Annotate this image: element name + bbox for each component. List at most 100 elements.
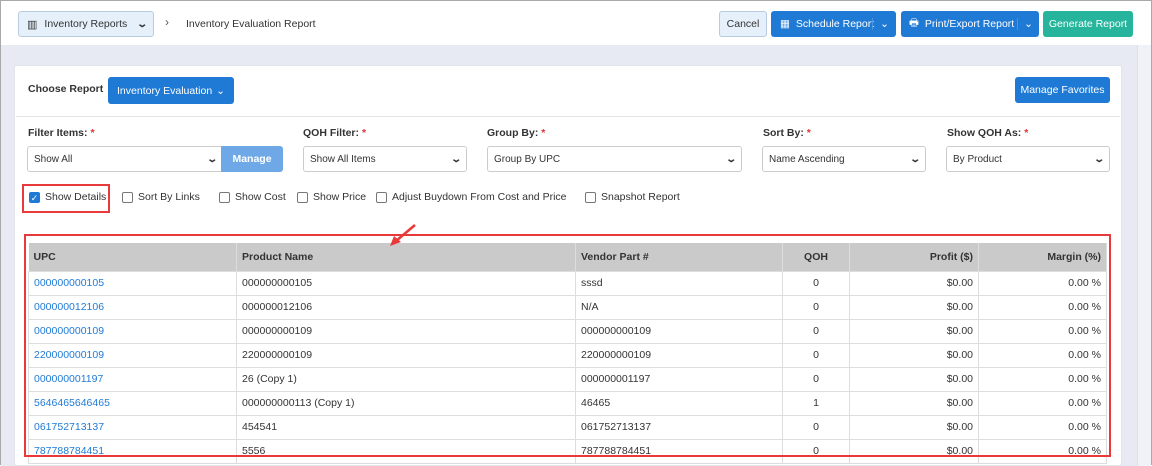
- upc-link[interactable]: 000000012106: [34, 301, 105, 313]
- upc-link[interactable]: 787788784451: [34, 445, 105, 457]
- show-qoh-as-label: Show QOH As: *: [947, 127, 1029, 139]
- profit-cell: $0.00: [849, 318, 979, 344]
- profit-cell: $0.00: [849, 390, 979, 416]
- breadcrumb-current: Inventory Evaluation Report: [186, 18, 316, 30]
- chevron-down-icon: ⌄: [216, 84, 225, 97]
- table-row: 061752713137 454541 061752713137 0 $0.00 0.00…: [28, 414, 1107, 440]
- report-select-label: Inventory Evaluation: [117, 84, 213, 97]
- margin-cell: 0.00 %: [978, 366, 1107, 392]
- sort-by-select[interactable]: Name Ascending ⌄: [762, 146, 926, 172]
- upc-link[interactable]: 000000000109: [34, 325, 105, 337]
- product-name-cell: 5556: [236, 438, 576, 464]
- snapshot-report-checkbox[interactable]: Snapshot Report: [585, 191, 680, 203]
- col-vendor-part[interactable]: Vendor Part #: [575, 243, 783, 271]
- qoh-filter-select[interactable]: Show All Items ⌄: [303, 146, 467, 172]
- highlight-table: [24, 234, 1111, 457]
- highlight-show-details: [22, 184, 110, 213]
- upc-link[interactable]: 061752713137: [34, 421, 105, 433]
- qoh-cell: 0: [782, 438, 850, 464]
- product-name-cell: 000000012106: [236, 294, 576, 320]
- profit-cell: $0.00: [849, 294, 979, 320]
- profit-cell: $0.00: [849, 366, 979, 392]
- chevron-down-icon[interactable]: ⌄: [1017, 18, 1039, 30]
- show-cost-checkbox[interactable]: Show Cost: [219, 191, 286, 203]
- qoh-cell: 0: [782, 366, 850, 392]
- col-upc[interactable]: UPC: [28, 243, 237, 271]
- inventory-reports-dropdown[interactable]: ▥ Inventory Reports ⌄: [18, 11, 154, 37]
- upc-cell: 787788784451: [28, 438, 237, 464]
- sort-by-label: Sort By: *: [763, 127, 811, 139]
- manage-favorites-button[interactable]: Manage Favorites: [1015, 77, 1110, 103]
- product-name-cell: 26 (Copy 1): [236, 366, 576, 392]
- col-qoh[interactable]: QOH: [782, 243, 850, 271]
- generate-report-button[interactable]: Generate Report: [1043, 11, 1133, 37]
- profit-cell: $0.00: [849, 414, 979, 440]
- margin-cell: 0.00 %: [978, 438, 1107, 464]
- col-margin[interactable]: Margin (%): [978, 243, 1107, 271]
- choose-report-label: Choose Report: [28, 83, 104, 95]
- qoh-cell: 0: [782, 270, 850, 296]
- report-select-button[interactable]: Inventory Evaluation ⌄: [108, 77, 234, 104]
- calendar-icon: ▦: [780, 18, 790, 30]
- vendor-part-cell: N/A: [575, 294, 783, 320]
- product-name-cell: 000000000109: [236, 318, 576, 344]
- margin-cell: 0.00 %: [978, 390, 1107, 416]
- divider: [16, 116, 1120, 117]
- col-product-name[interactable]: Product Name: [236, 243, 576, 271]
- qoh-cell: 0: [782, 414, 850, 440]
- filter-items-label: Filter Items: *: [28, 127, 95, 139]
- printer-icon: 🖶: [909, 17, 919, 29]
- group-by-label: Group By: *: [487, 127, 546, 139]
- report-table: UPC Product Name Vendor Part # QOH Profi…: [28, 243, 1107, 464]
- margin-cell: 0.00 %: [978, 294, 1107, 320]
- chevron-down-icon: ⌄: [1092, 153, 1105, 165]
- arrow-annotation-icon: [390, 224, 416, 246]
- qoh-filter-label: QOH Filter: *: [303, 127, 367, 139]
- cancel-button[interactable]: Cancel: [719, 11, 767, 37]
- table-row: 000000012106 000000012106 N/A 0 $0.00 0.00 %: [28, 294, 1107, 320]
- sort-by-links-checkbox[interactable]: Sort By Links: [122, 191, 200, 203]
- vendor-part-cell: 000000000109: [575, 318, 783, 344]
- checkmark-icon: ✓: [29, 191, 40, 203]
- adjust-buydown-checkbox[interactable]: Adjust Buydown From Cost and Price: [376, 191, 567, 203]
- group-by-select[interactable]: Group By UPC ⌄: [487, 146, 742, 172]
- upc-cell: 5646465646465: [28, 390, 237, 416]
- table-header: UPC Product Name Vendor Part # QOH Profi…: [28, 243, 1107, 271]
- vendor-part-cell: 46465: [575, 390, 783, 416]
- margin-cell: 0.00 %: [978, 318, 1107, 344]
- table-row: 000000001197 26 (Copy 1) 000000001197 0 $0.0…: [28, 366, 1107, 392]
- show-price-checkbox[interactable]: Show Price: [297, 191, 366, 203]
- chevron-down-icon[interactable]: ⌄: [872, 18, 896, 30]
- vendor-part-cell: 787788784451: [575, 438, 783, 464]
- col-profit[interactable]: Profit ($): [849, 243, 979, 271]
- upc-cell: 000000000105: [28, 270, 237, 296]
- chevron-down-icon: ⌄: [724, 153, 737, 165]
- vendor-part-cell: 000000001197: [575, 366, 783, 392]
- table-row: 000000000109 000000000109 000000000109 0 $0.…: [28, 318, 1107, 344]
- print-export-button[interactable]: 🖶 Print/Export Report ⌄: [901, 11, 1039, 37]
- profit-cell: $0.00: [849, 342, 979, 368]
- show-details-checkbox[interactable]: ✓ Show Details: [29, 191, 107, 203]
- product-name-cell: 220000000109: [236, 342, 576, 368]
- vendor-part-cell: sssd: [575, 270, 783, 296]
- chevron-down-icon: ⌄: [205, 153, 218, 165]
- upc-link[interactable]: 000000000105: [34, 277, 105, 289]
- chevron-down-icon: ⌄: [136, 18, 149, 30]
- factory-icon: ▥: [27, 18, 38, 31]
- upc-link[interactable]: 000000001197: [34, 373, 104, 385]
- profit-cell: $0.00: [849, 270, 979, 296]
- print-export-label: Print/Export Report: [924, 18, 1015, 30]
- show-qoh-as-select[interactable]: By Product ⌄: [946, 146, 1110, 172]
- scrollbar[interactable]: [1137, 45, 1151, 466]
- filter-items-select[interactable]: Show All ⌄: [27, 146, 223, 172]
- profit-cell: $0.00: [849, 438, 979, 464]
- chevron-down-icon: ⌄: [908, 153, 921, 165]
- manage-button[interactable]: Manage: [221, 146, 283, 172]
- upc-link[interactable]: 5646465646465: [34, 397, 110, 409]
- schedule-report-button[interactable]: ▦ Schedule Report ⌄: [771, 11, 896, 37]
- top-bar: ▥ Inventory Reports ⌄ › Inventory Evalua…: [1, 1, 1151, 45]
- vendor-part-cell: 220000000109: [575, 342, 783, 368]
- upc-cell: 000000012106: [28, 294, 237, 320]
- upc-link[interactable]: 220000000109: [34, 349, 105, 361]
- chevron-down-icon: ⌄: [449, 153, 462, 165]
